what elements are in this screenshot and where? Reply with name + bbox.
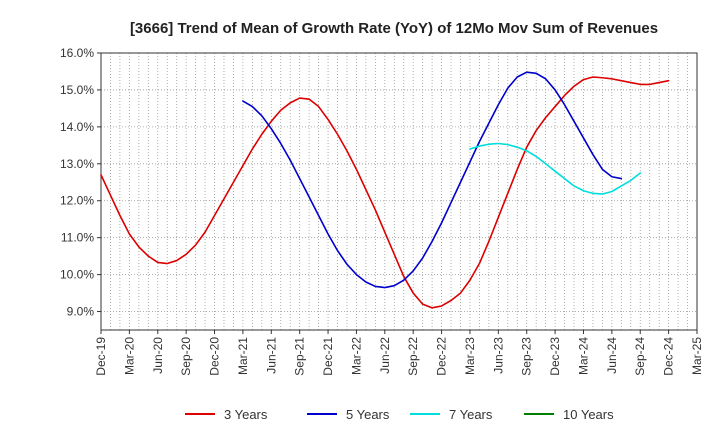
plot-frame: [100, 52, 698, 331]
legend-label-7-years: 7 Years: [449, 407, 493, 422]
x-tick-label: Dec-21: [321, 337, 335, 376]
y-tick-label: 9.0%: [67, 305, 95, 319]
legend-label-10-years: 10 Years: [563, 407, 614, 422]
x-tick-label: Mar-24: [576, 337, 590, 375]
y-tick-label: 15.0%: [60, 83, 94, 97]
x-tick-label: Dec-24: [662, 337, 676, 376]
series-lines: [100, 71, 670, 309]
x-tick-label: Dec-22: [435, 337, 449, 376]
legend-label-5-years: 5 Years: [346, 407, 390, 422]
x-axis: Dec-19 Mar-20 Jun-20 Sep-20 Dec-20 Mar-21 Jun-…: [94, 330, 704, 376]
x-tick-label: Sep-20: [179, 337, 193, 376]
x-tick-label: Jun-24: [605, 337, 619, 374]
x-tick-label: Jun-20: [151, 337, 165, 374]
x-tick-label: Mar-22: [349, 337, 363, 375]
series-line-5-years: [242, 71, 623, 289]
grid: [101, 52, 697, 330]
y-tick-label: 14.0%: [60, 120, 94, 134]
x-tick-label: Dec-20: [208, 337, 222, 376]
x-tick-label: Jun-21: [264, 337, 278, 374]
chart-title: [3666] Trend of Mean of Growth Rate (YoY…: [130, 20, 658, 37]
x-tick-label: Sep-21: [293, 337, 307, 376]
series-line-3-years: [100, 76, 670, 309]
x-tick-label: Mar-25: [690, 337, 704, 375]
y-tick-label: 13.0%: [60, 157, 94, 171]
y-tick-label: 11.0%: [61, 231, 94, 245]
series-line-7-years: [469, 142, 642, 195]
y-tick-label: 12.0%: [60, 194, 94, 208]
x-tick-label: Dec-23: [548, 337, 562, 376]
y-tick-label: 10.0%: [60, 268, 94, 282]
x-tick-label: Sep-23: [520, 337, 534, 376]
legend-label-3-years: 3 Years: [224, 407, 268, 422]
legend: 3 Years 5 Years 7 Years 10 Years: [185, 407, 614, 422]
x-tick-label: Sep-22: [406, 337, 420, 376]
x-tick-label: Dec-19: [94, 337, 108, 376]
x-tick-label: Mar-23: [463, 337, 477, 375]
x-tick-label: Mar-21: [236, 337, 250, 375]
x-tick-label: Jun-22: [378, 337, 392, 374]
y-tick-label: 16.0%: [60, 46, 94, 60]
y-axis: 9.0% 10.0% 11.0% 12.0% 13.0% 14.0% 15.0% 16.0%: [60, 46, 101, 319]
x-tick-label: Sep-24: [633, 337, 647, 376]
x-tick-label: Mar-20: [122, 337, 136, 375]
x-tick-label: Jun-23: [491, 337, 505, 374]
